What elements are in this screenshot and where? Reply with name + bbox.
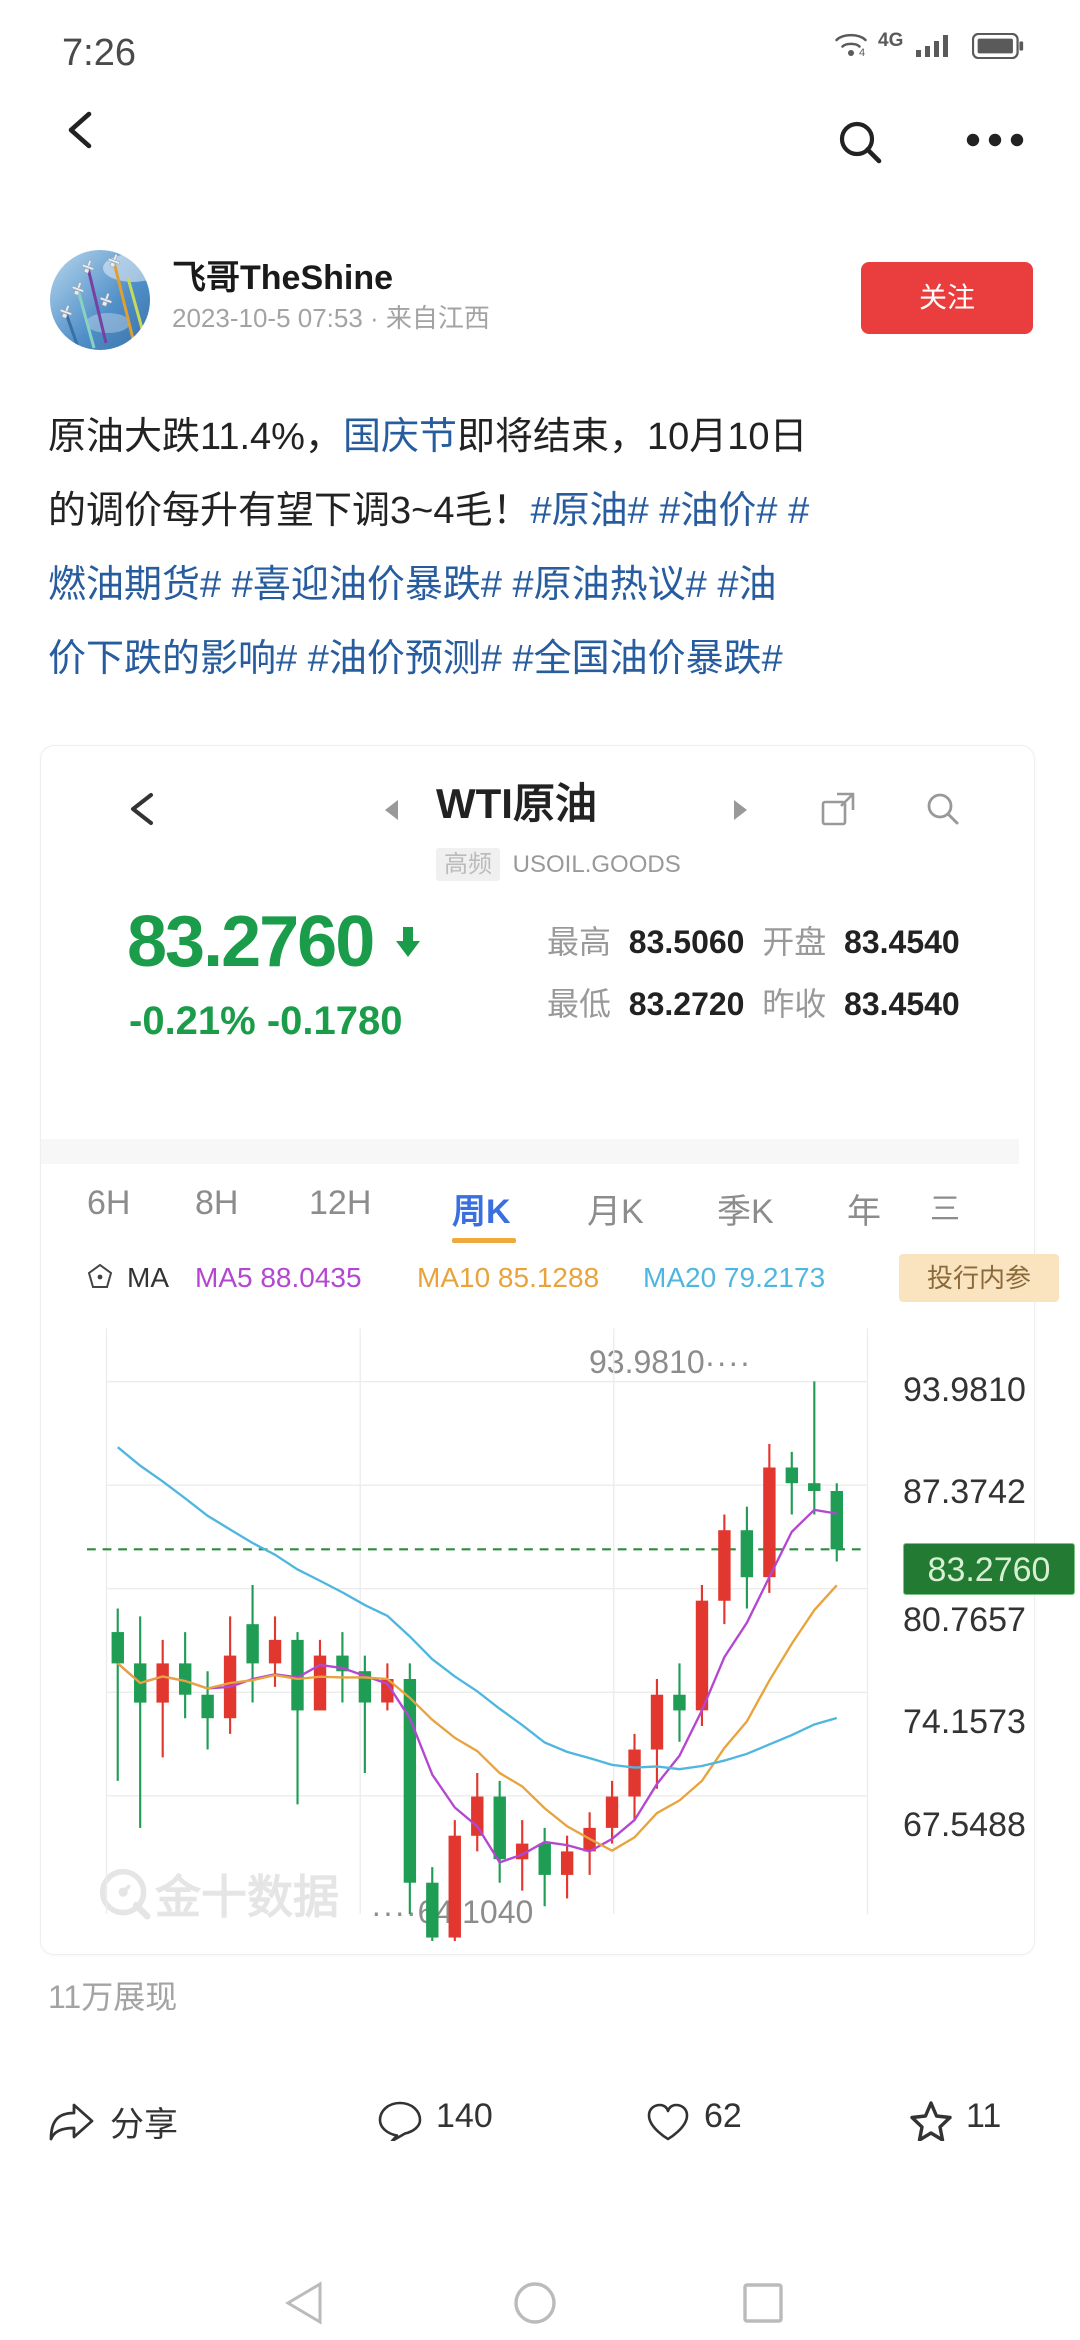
svg-text:4: 4 (859, 47, 865, 59)
